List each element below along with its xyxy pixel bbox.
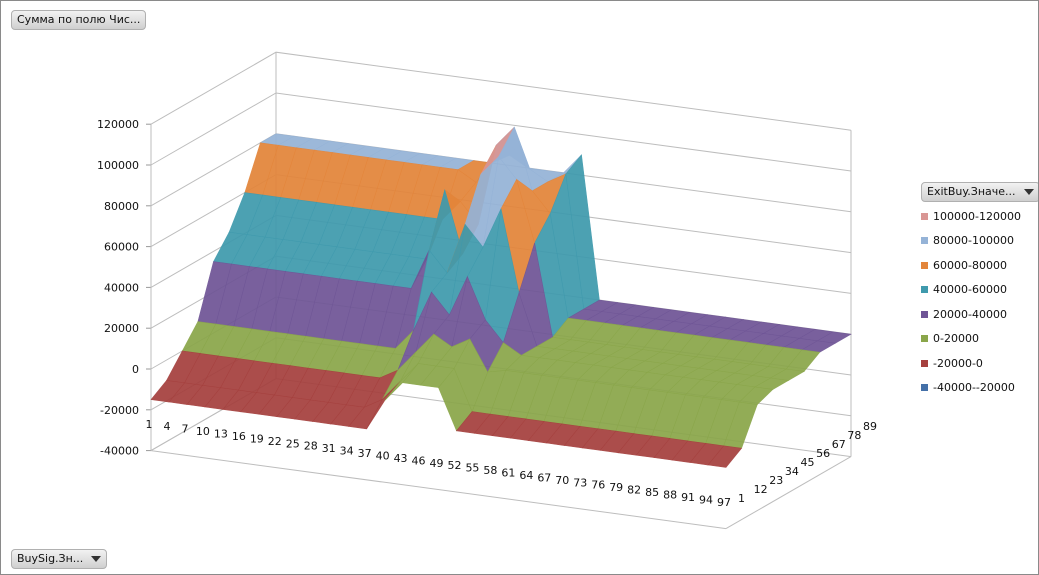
x-tick-label: 13 [214,428,228,441]
legend-label: 60000-80000 [933,258,1007,272]
legend-label: 40000-60000 [933,283,1007,297]
chevron-down-icon [91,556,102,562]
legend-swatch [921,261,928,269]
x-tick-label: 61 [501,467,515,480]
x-tick-label: 4 [163,420,170,433]
legend-item: 100000-120000 [921,204,1021,229]
z-tick-label: -20000 [100,404,139,417]
x-tick-label: 28 [304,440,318,453]
x-tick-label: 91 [681,491,695,504]
axis-field-label: BuySig.Зн... [17,552,84,565]
axis-field-button[interactable]: BuySig.Зн... [11,549,108,569]
x-tick-label: 1 [146,418,153,431]
legend-swatch [921,286,928,294]
surface-patch [707,445,743,468]
legend-label: -40000--20000 [933,381,1015,395]
legend: 100000-120000 80000-100000 60000-80000 4000… [921,204,1021,400]
z-tick-label: 60000 [104,241,139,254]
z-tick-label: -40000 [100,445,139,458]
z-tick-label: 120000 [97,118,139,131]
y-tick-label: 1 [738,492,745,505]
x-tick-label: 64 [519,469,533,482]
x-tick-label: 88 [663,488,677,501]
z-tick-label: 100000 [97,159,139,172]
legend-item: 20000-40000 [921,302,1021,327]
x-tick-label: 19 [250,432,264,445]
z-tick-label: 40000 [104,281,139,294]
x-tick-label: 52 [447,459,461,472]
legend-field-label: ExitBuy.Значе... [927,185,1016,198]
legend-item: 0-20000 [921,327,1021,352]
z-tick-label: 80000 [104,200,139,213]
gridline [150,51,852,131]
legend-swatch [921,384,928,392]
x-tick-label: 46 [412,454,426,467]
x-tick-label: 79 [609,481,623,494]
x-tick-label: 25 [286,437,300,450]
legend-swatch [921,237,928,245]
legend-label: 80000-100000 [933,234,1014,248]
x-tick-label: 40 [376,449,390,462]
x-tick-label: 34 [340,445,354,458]
chevron-down-icon [1023,189,1034,195]
y-tick-label: 45 [801,456,815,469]
legend-swatch [921,212,928,220]
x-tick-label: 82 [627,484,641,497]
x-tick-label: 7 [181,423,188,436]
x-tick-label: 58 [483,464,497,477]
legend-item: 40000-60000 [921,278,1021,303]
x-tick-label: 94 [699,493,713,506]
legend-label: 100000-120000 [933,209,1021,223]
legend-swatch [921,335,928,343]
y-tick-label: 67 [832,438,846,451]
legend-swatch [921,359,928,367]
x-tick-label: 37 [358,447,372,460]
legend-item: -20000-0 [921,351,1021,376]
x-tick-label: 22 [268,435,282,448]
x-tick-label: 73 [573,476,587,489]
axis-line [150,450,727,530]
legend-label: 20000-40000 [933,307,1007,321]
x-tick-label: 49 [430,457,444,470]
y-tick-label: 34 [785,465,799,478]
y-tick-label: 89 [863,420,877,433]
surface [150,126,852,468]
legend-swatch [921,310,928,318]
values-field-button[interactable]: Сумма по полю Чис... [11,10,147,30]
x-tick-label: 97 [717,496,731,509]
x-tick-label: 10 [196,425,210,438]
y-tick-label: 56 [816,447,830,460]
z-tick-label: 20000 [104,322,139,335]
x-tick-label: 76 [591,479,605,492]
x-tick-label: 16 [232,430,246,443]
z-tick-label: 0 [132,363,139,376]
y-tick-label: 12 [754,483,768,496]
x-tick-label: 31 [322,442,336,455]
axis-line [725,456,852,530]
legend-field-button[interactable]: ExitBuy.Значе... [921,182,1038,202]
legend-label: -20000-0 [933,356,983,370]
x-tick-label: 70 [555,474,569,487]
x-tick-label: 67 [537,471,551,484]
values-field-label: Сумма по полю Чис... [17,13,141,26]
x-tick-label: 43 [394,452,408,465]
legend-item: -40000--20000 [921,376,1021,401]
y-tick-label: 23 [769,474,783,487]
y-tick-label: 78 [847,429,861,442]
x-tick-label: 85 [645,486,659,499]
x-tick-label: 55 [465,462,479,475]
legend-item: 80000-100000 [921,229,1021,254]
legend-label: 0-20000 [933,332,979,346]
axis-labels: -40000 -20000 0 20000 40000 60000 80000 100000 1… [97,118,877,509]
legend-item: 60000-80000 [921,253,1021,278]
